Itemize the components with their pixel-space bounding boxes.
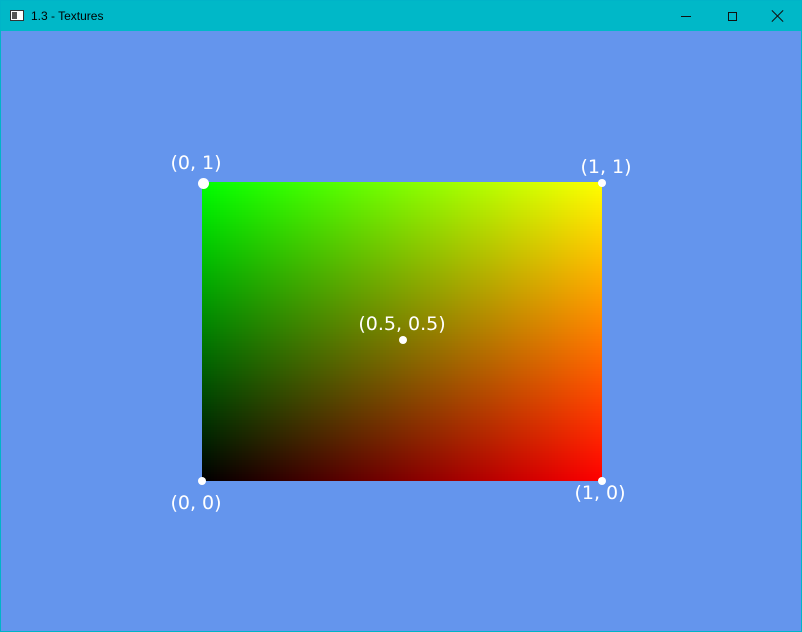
minimize-button[interactable] — [663, 1, 709, 31]
textured-quad — [202, 182, 602, 481]
app-icon — [10, 10, 24, 21]
minimize-icon — [681, 15, 691, 17]
quad-gradient-canvas — [202, 182, 602, 481]
label-center: (0.5, 0.5) — [358, 313, 446, 335]
label-bottom-right: (1, 0) — [574, 482, 626, 504]
vertex-dot-bottom-left — [198, 477, 206, 485]
label-top-left: (0, 1) — [170, 152, 222, 174]
close-button[interactable] — [755, 1, 801, 31]
vertex-dot-center — [399, 336, 407, 344]
render-viewport[interactable]: (0, 1) (1, 1) (0.5, 0.5) (0, 0) (1, 0) — [1, 31, 801, 631]
maximize-icon — [727, 11, 737, 21]
vertex-dot-top-right — [598, 179, 606, 187]
label-top-right: (1, 1) — [580, 156, 632, 178]
title-bar[interactable]: 1.3 - Textures — [1, 1, 801, 31]
vertex-dot-top-left — [197, 177, 209, 189]
window-title: 1.3 - Textures — [31, 9, 104, 23]
label-bottom-left: (0, 0) — [170, 492, 222, 514]
vertex-dot-bottom-right — [598, 477, 606, 485]
maximize-button[interactable] — [709, 1, 755, 31]
close-icon — [772, 10, 784, 22]
